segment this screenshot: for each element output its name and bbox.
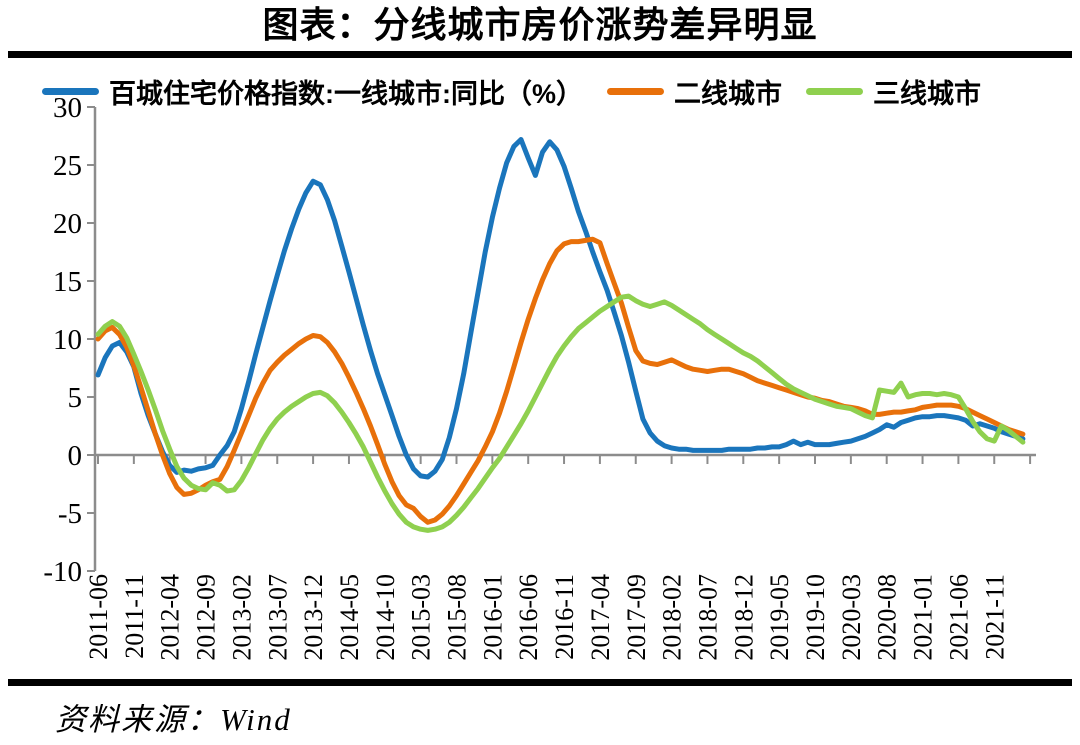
x-tick-label: 2018-02: [658, 574, 687, 661]
series-line-tier2: [95, 236, 1026, 525]
legend-item-tier1: 百城住宅价格指数:一线城市:同比（%）: [42, 72, 583, 111]
legend-item-label: 百城住宅价格指数:一线城市:同比（%）: [109, 79, 583, 109]
x-tick-label: 2018-07: [693, 574, 722, 661]
legend-item-label: 三线城市: [873, 79, 981, 109]
y-tick-label: 20: [53, 208, 82, 240]
title-divider-rule: [8, 51, 1072, 58]
x-tick-label: 2015-03: [407, 574, 436, 661]
x-tick-label: 2011-11: [120, 574, 149, 659]
x-tick-label: 2020-03: [837, 574, 866, 661]
x-tick-label: 2012-04: [156, 574, 185, 661]
x-tick-label: 2013-12: [299, 574, 328, 661]
x-tick-label: 2018-12: [729, 574, 758, 661]
page-title: 图表：分线城市房价涨势差异明显: [262, 4, 818, 45]
x-tick-label: 2016-06: [514, 574, 543, 661]
legend-swatch-tier3: [806, 88, 863, 95]
series-line-tier1: [95, 137, 1026, 480]
legend-swatch-tier2: [607, 88, 664, 95]
x-tick-label: 2016-01: [478, 574, 507, 661]
x-tick-label: 2013-07: [263, 574, 292, 661]
x-tick-label: 2020-08: [873, 574, 902, 661]
y-tick-label: 25: [53, 150, 82, 182]
x-tick-label: 2017-09: [622, 574, 651, 661]
legend-swatch-tier1: [42, 88, 99, 95]
legend-item-label: 二线城市: [674, 79, 782, 109]
y-tick-label: -10: [43, 556, 82, 588]
x-tick-label: 2021-01: [909, 574, 938, 661]
x-tick-label: 2014-05: [335, 574, 364, 661]
footer-divider-rule: [8, 679, 1072, 686]
y-tick-label: 15: [53, 266, 82, 298]
x-tick-label: 2019-05: [765, 574, 794, 661]
legend-item-tier3: 三线城市: [806, 72, 981, 111]
x-tick-label: 2011-06: [84, 574, 113, 660]
x-tick-label: 2021-11: [980, 574, 1009, 660]
series-line-tier3: [95, 293, 1026, 533]
x-tick-label: 2013-02: [227, 574, 256, 661]
y-tick-label: 0: [68, 440, 83, 472]
x-tick-label: 2021-06: [944, 574, 973, 661]
x-tick-label: 2017-04: [586, 574, 615, 661]
y-tick-label: -5: [58, 498, 82, 530]
chart-legend: 百城住宅价格指数:一线城市:同比（%） 二线城市 三线城市: [42, 72, 1005, 111]
x-tick-label: 2015-08: [443, 574, 472, 661]
source-note: 资料来源：Wind: [55, 702, 292, 737]
x-tick-label: 2014-10: [371, 574, 400, 661]
legend-item-tier2: 二线城市: [607, 72, 782, 111]
y-tick-label: 5: [68, 382, 83, 414]
x-tick-label: 2012-09: [192, 574, 221, 661]
y-tick-label: 30: [53, 92, 82, 124]
x-tick-label: 2019-10: [801, 574, 830, 661]
y-tick-label: 10: [53, 324, 82, 356]
x-tick-label: 2016-11: [550, 574, 579, 660]
